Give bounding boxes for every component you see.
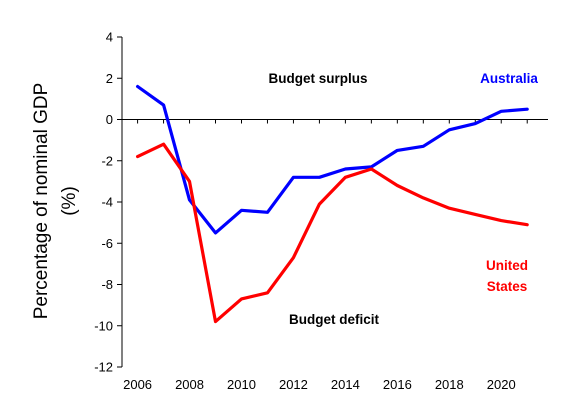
data-point-united-states	[318, 202, 321, 205]
y-axis-label-line2: (%)	[59, 186, 80, 216]
data-point-australia	[344, 167, 347, 170]
data-point-australia	[474, 122, 477, 125]
y-tick-label: 4	[106, 30, 113, 45]
legend-label-states: States	[487, 279, 528, 294]
data-point-australia	[214, 231, 217, 234]
y-tick-label: -12	[94, 360, 113, 375]
data-point-united-states	[344, 176, 347, 179]
x-tick-label: 2018	[435, 377, 464, 392]
data-point-australia	[396, 149, 399, 152]
data-point-australia	[526, 108, 529, 111]
data-point-australia	[240, 209, 243, 212]
data-point-united-states	[422, 196, 425, 199]
chart-labels: Budget surplus Budget deficit Australia …	[31, 71, 538, 327]
y-tick-label: 2	[106, 71, 113, 86]
x-tick-label: 2016	[383, 377, 412, 392]
x-tick-label: 2010	[227, 377, 256, 392]
x-tick-label: 2012	[279, 377, 308, 392]
data-point-united-states	[474, 213, 477, 216]
series-line-united-states	[136, 142, 529, 324]
data-point-united-states	[396, 184, 399, 187]
data-point-australia	[422, 145, 425, 148]
data-point-united-states	[370, 167, 373, 170]
data-point-united-states	[500, 219, 503, 222]
data-point-united-states	[214, 320, 217, 323]
legend-label-australia: Australia	[480, 71, 538, 86]
data-point-united-states	[240, 297, 243, 300]
x-tick-label: 2014	[331, 377, 360, 392]
y-tick-label: -2	[101, 153, 113, 168]
data-point-australia	[162, 103, 165, 106]
y-axis-label-line1: Percentage of nominal GDP	[31, 83, 52, 320]
y-tick-label: -8	[101, 277, 113, 292]
axes-layer: 4 2 0 -2 -4 -6 -8 -10 -12 2006 2008 2010 2012 2014 201…	[94, 30, 548, 392]
data-point-united-states	[448, 207, 451, 210]
data-point-australia	[318, 176, 321, 179]
data-point-united-states	[292, 256, 295, 259]
data-point-australia	[292, 176, 295, 179]
data-point-united-states	[526, 223, 529, 226]
y-tick-label: -4	[101, 195, 113, 210]
series-line-australia	[136, 84, 529, 235]
data-point-australia	[448, 128, 451, 131]
legend-label-united: United	[486, 258, 528, 273]
data-point-united-states	[266, 291, 269, 294]
annotation-budget-surplus: Budget surplus	[268, 71, 367, 86]
data-point-australia	[500, 110, 503, 113]
annotation-budget-deficit: Budget deficit	[289, 312, 380, 327]
y-tick-label: -10	[94, 318, 113, 333]
data-point-australia	[266, 211, 269, 214]
x-tick-label: 2006	[123, 377, 152, 392]
x-tick-label: 2020	[487, 377, 516, 392]
y-tick-label: -6	[101, 236, 113, 251]
data-point-australia	[136, 85, 139, 88]
y-tick-label: 0	[106, 112, 113, 127]
data-point-australia	[188, 198, 191, 201]
data-point-united-states	[188, 180, 191, 183]
series-lines	[136, 84, 529, 324]
data-point-united-states	[136, 155, 139, 158]
data-point-united-states	[162, 143, 165, 146]
x-tick-label: 2008	[175, 377, 204, 392]
